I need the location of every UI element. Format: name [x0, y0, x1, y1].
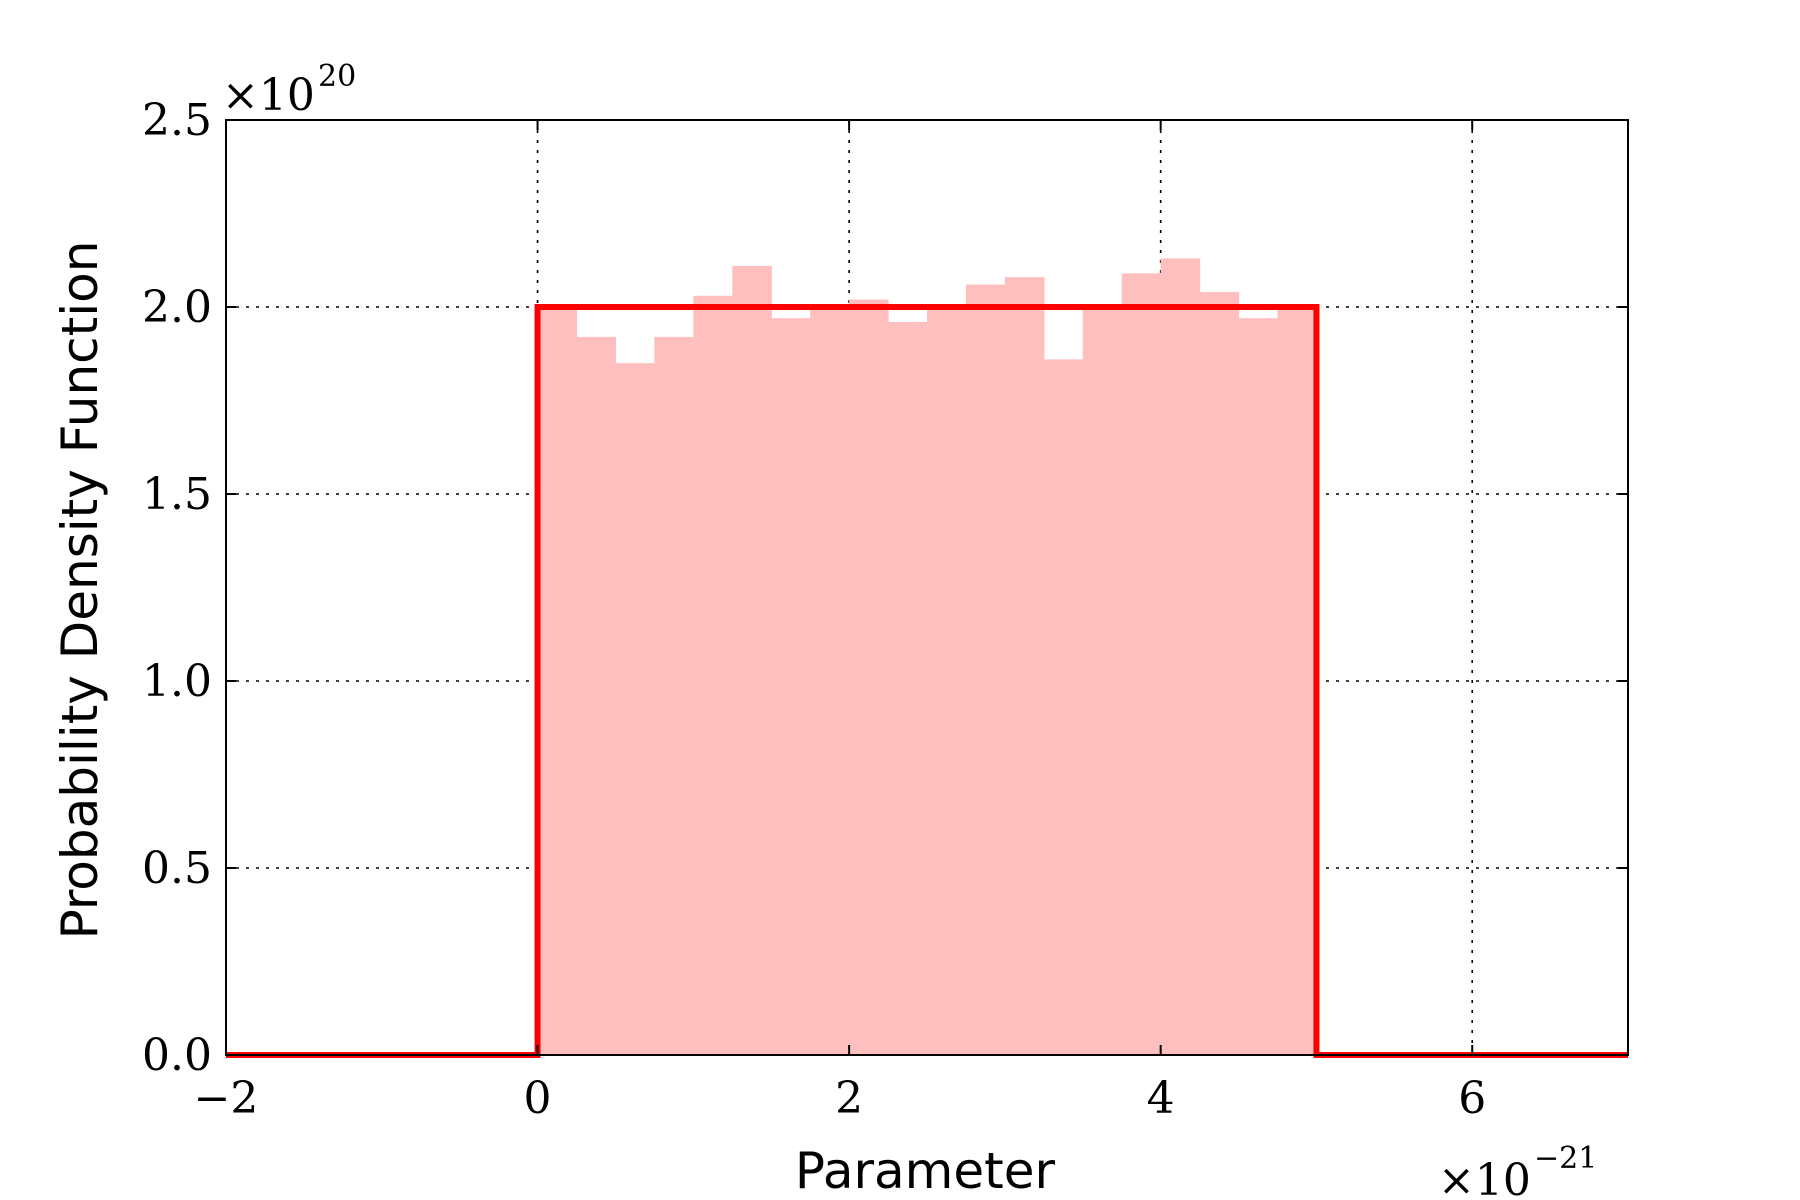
histogram-bar	[849, 299, 889, 1055]
x-tick-label: 4	[1147, 1073, 1175, 1124]
histogram-bar	[654, 336, 694, 1055]
histogram-bar	[732, 265, 772, 1055]
histogram-bar	[576, 336, 617, 1055]
histogram-bar	[810, 307, 850, 1055]
x-tick-labels: −2 0 2 4 6	[194, 1073, 1487, 1124]
y-tick-label: 1.0	[142, 656, 212, 707]
histogram-bar	[1199, 292, 1240, 1055]
y-tick-label: 0.0	[142, 1030, 212, 1081]
histogram-bars	[537, 258, 1318, 1056]
x-tick-label: 0	[524, 1073, 552, 1124]
x-multiplier-exponent: −21	[1534, 1141, 1597, 1176]
plot-frame	[225, 119, 1629, 1056]
y-tick-label: 1.5	[142, 469, 212, 520]
x-multiplier: ×10 −21	[1438, 1141, 1597, 1200]
x-tick-label: −2	[194, 1073, 259, 1124]
x-axis-title: Parameter	[795, 1142, 1056, 1200]
axis-ticks	[225, 119, 1628, 1056]
histogram-bar	[537, 307, 578, 1055]
histogram-bar	[1043, 359, 1084, 1055]
histogram-bar	[1160, 258, 1201, 1055]
histogram-bar	[1004, 277, 1045, 1056]
histogram-bar	[927, 307, 967, 1055]
histogram-bar	[771, 318, 811, 1056]
x-tick-label: 6	[1458, 1073, 1486, 1124]
histogram-bar	[1082, 307, 1123, 1055]
histogram-bar	[1121, 273, 1162, 1056]
y-tick-label: 0.5	[142, 843, 212, 894]
histogram-bar	[965, 284, 1006, 1055]
y-tick-label: 2.0	[142, 282, 212, 333]
histogram-bar	[888, 321, 928, 1056]
x-tick-label: 2	[835, 1073, 863, 1124]
histogram-bar	[1238, 318, 1279, 1056]
histogram-bar	[615, 363, 655, 1056]
histogram-bar	[1277, 307, 1318, 1055]
y-tick-labels: 0.0 0.5 1.0 1.5 2.0 2.5	[142, 95, 212, 1081]
y-axis-title: Probability Density Function	[51, 241, 109, 940]
y-multiplier-exponent: 20	[318, 59, 356, 94]
y-multiplier: ×10 20	[222, 59, 356, 121]
y-multiplier-base: ×10	[222, 70, 315, 121]
histogram-bar	[693, 295, 733, 1055]
x-multiplier-base: ×10	[1438, 1155, 1531, 1200]
y-tick-label: 2.5	[142, 95, 212, 146]
